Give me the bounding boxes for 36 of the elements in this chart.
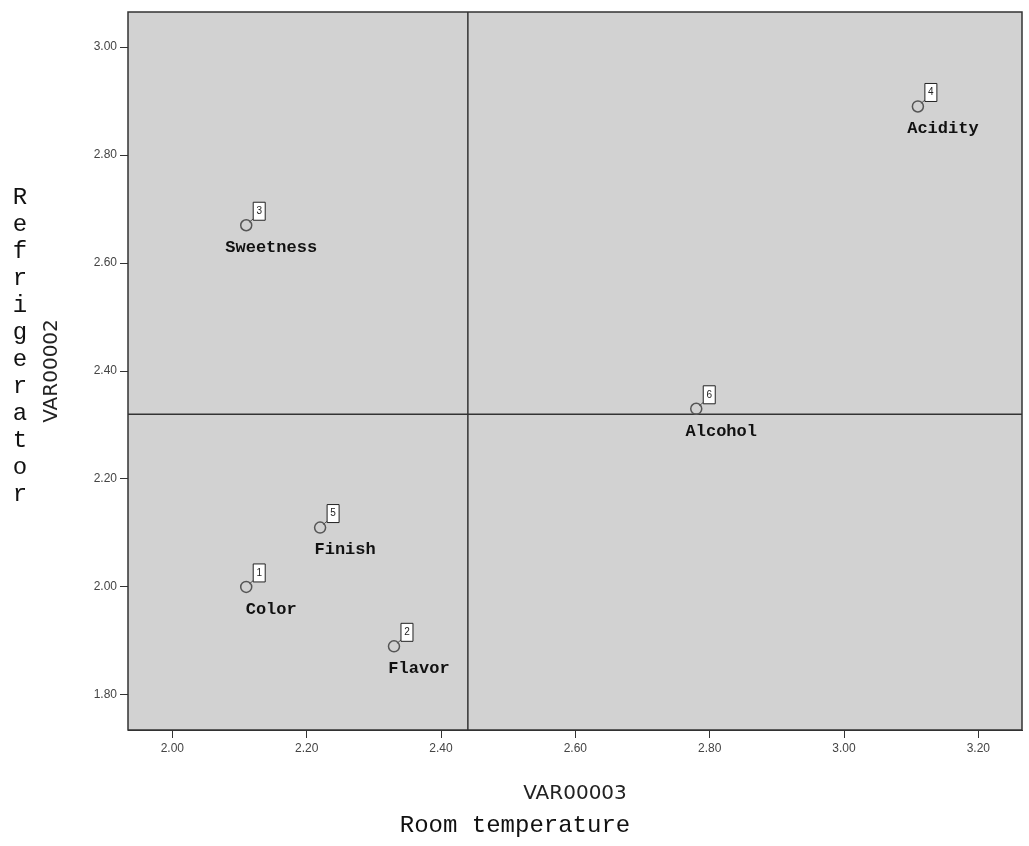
x-tick-label: 2.40	[429, 740, 453, 755]
x-tick-label: 2.60	[563, 740, 588, 755]
x-tick-label: 2.00	[160, 740, 185, 755]
y-tick-label: 2.40	[93, 363, 118, 378]
annotation: 6	[706, 388, 713, 400]
y-tick-label: 2.80	[93, 147, 118, 162]
point	[239, 218, 253, 232]
y-tick-label: 2.20	[93, 471, 118, 486]
point	[313, 521, 327, 534]
point	[689, 402, 703, 416]
annotation: Color	[245, 599, 297, 619]
text: Refrigerator	[12, 183, 28, 508]
annotation: Finish	[314, 540, 376, 560]
text: Room temperature	[399, 812, 631, 840]
y-tick-label: 2.00	[93, 579, 118, 594]
point	[387, 640, 401, 653]
annotation: 3	[256, 204, 263, 216]
y-axis-title: VAR00002	[38, 319, 63, 423]
x-tick-label: 2.20	[294, 740, 319, 755]
annotation: Sweetness	[225, 238, 318, 258]
point	[239, 580, 253, 594]
annotation: Acidity	[907, 119, 979, 139]
x-axis-title: VAR00003	[523, 780, 627, 805]
point	[911, 100, 925, 113]
annotation: Alcohol	[685, 421, 757, 441]
y-tick-label: 3.00	[93, 39, 118, 54]
y-tick-label: 2.60	[93, 255, 118, 270]
annotation: 4	[928, 86, 935, 98]
annotation: 5	[330, 507, 337, 519]
x-tick-label: 3.00	[832, 740, 857, 755]
annotation: 2	[404, 626, 411, 638]
y-tick-label: 1.80	[93, 687, 118, 702]
x-tick-label: 2.80	[697, 740, 722, 755]
annotation: Flavor	[388, 659, 450, 679]
annotation: 1	[256, 566, 263, 578]
x-tick-label: 3.20	[966, 740, 991, 755]
